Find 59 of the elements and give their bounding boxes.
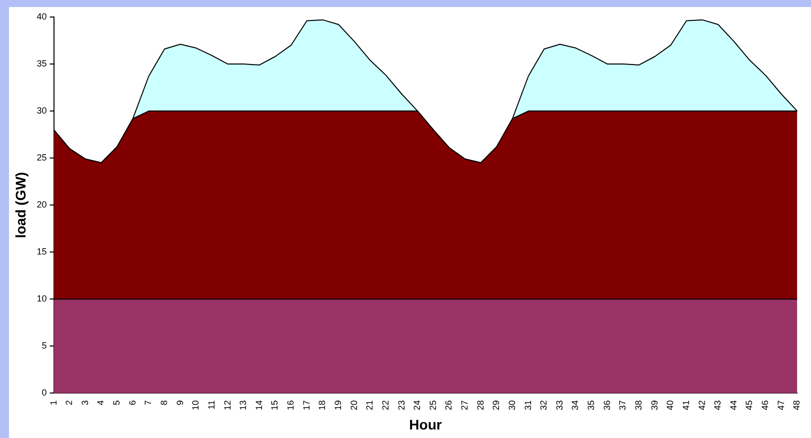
x-tick-label: 4 <box>96 400 106 406</box>
x-tick-label: 2 <box>64 400 74 406</box>
x-tick-label: 9 <box>174 400 185 406</box>
x-tick-label: 31 <box>522 400 533 410</box>
x-tick-label: 44 <box>728 400 738 410</box>
x-tick-label: 42 <box>696 400 707 410</box>
x-tick-label: 24 <box>412 400 422 410</box>
x-tick-label: 39 <box>649 400 660 410</box>
x-tick-label: 6 <box>127 400 138 406</box>
x-tick-label: 28 <box>475 400 486 410</box>
x-tick-label: 16 <box>286 400 296 410</box>
x-tick-label: 25 <box>428 400 438 410</box>
x-tick-label: 35 <box>586 400 596 410</box>
x-tick-label: 3 <box>80 400 90 406</box>
x-tick-label: 33 <box>554 400 564 410</box>
y-tick-label: 15 <box>36 246 47 257</box>
y-tick-label: 40 <box>36 11 47 22</box>
y-axis-title: load (GW) <box>12 172 28 238</box>
x-tick-label: 46 <box>760 400 770 410</box>
x-tick-label: 32 <box>538 400 549 410</box>
x-tick-label: 7 <box>143 400 154 406</box>
x-tick-label: 18 <box>317 400 328 410</box>
x-tick-label: 17 <box>301 400 312 410</box>
x-tick-label: 41 <box>680 400 691 410</box>
x-tick-label: 36 <box>602 400 612 410</box>
y-tick-label: 0 <box>42 388 47 398</box>
x-tick-label: 21 <box>364 400 375 410</box>
x-tick-label: 15 <box>270 400 280 410</box>
x-tick-label: 1 <box>48 400 58 406</box>
x-tick-label: 37 <box>618 400 628 410</box>
x-tick-label: 14 <box>254 400 264 410</box>
x-tick-label: 13 <box>238 400 248 410</box>
y-tick-label: 10 <box>36 294 47 304</box>
y-tick-label: 30 <box>36 106 47 116</box>
y-tick-label: 25 <box>36 152 47 163</box>
x-tick-label: 22 <box>380 400 390 410</box>
x-tick-label: 38 <box>634 400 644 410</box>
x-tick-label: 5 <box>112 400 122 406</box>
x-tick-label: 20 <box>348 400 359 410</box>
x-tick-label: 34 <box>570 400 580 410</box>
x-tick-label: 29 <box>491 400 502 410</box>
x-tick-label: 27 <box>460 400 470 410</box>
x-tick-label: 48 <box>792 400 802 410</box>
y-tick-label: 5 <box>42 340 47 351</box>
y-tick-label: 35 <box>36 58 47 69</box>
x-tick-label: 43 <box>712 400 723 410</box>
y-tick-label: 20 <box>36 200 47 210</box>
x-tick-label: 8 <box>159 400 170 406</box>
x-tick-label: 10 <box>190 400 201 410</box>
x-tick-label: 40 <box>665 400 676 410</box>
x-tick-label: 26 <box>444 400 454 410</box>
x-tick-label: 45 <box>744 400 754 410</box>
x-tick-label: 47 <box>776 400 786 410</box>
x-tick-label: 12 <box>222 400 232 410</box>
x-axis-title: Hour <box>409 416 442 432</box>
x-tick-label: 11 <box>206 400 216 410</box>
x-tick-label: 30 <box>506 400 517 410</box>
x-tick-label: 19 <box>332 400 343 410</box>
x-tick-label: 23 <box>396 400 406 410</box>
